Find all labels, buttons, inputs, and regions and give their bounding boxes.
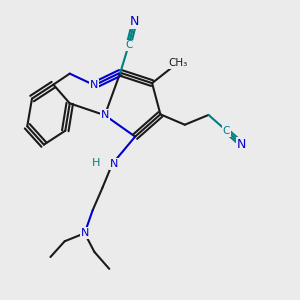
Text: H: H: [92, 158, 100, 168]
Text: N: N: [90, 80, 99, 90]
Text: N: N: [130, 15, 139, 28]
Text: C: C: [223, 126, 230, 136]
Text: CH₃: CH₃: [168, 58, 187, 68]
Text: N: N: [237, 138, 246, 151]
Text: N: N: [110, 159, 118, 169]
Text: N: N: [100, 110, 109, 120]
Text: C: C: [125, 40, 132, 50]
Text: N: N: [80, 228, 89, 238]
